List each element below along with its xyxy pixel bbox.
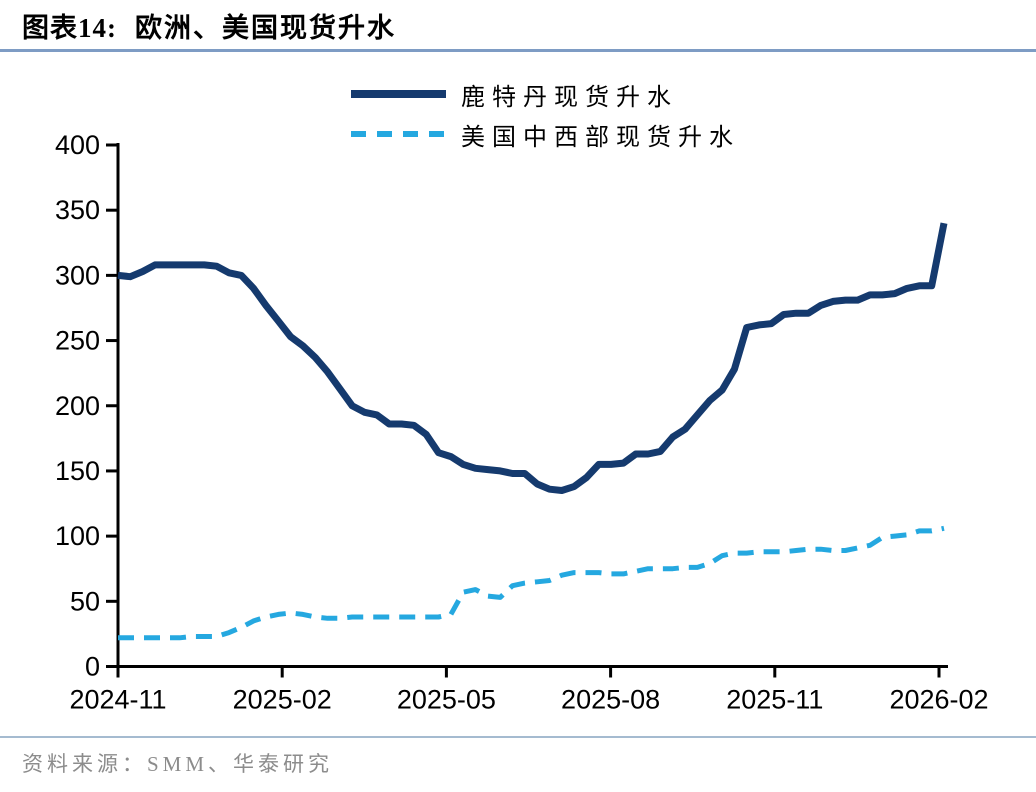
chart-title-text: 欧洲、美国现货升水 [135, 13, 396, 43]
legend-solid-line-sample [351, 90, 446, 98]
y-tick-label: 150 [55, 456, 100, 486]
y-tick-label: 200 [55, 391, 100, 421]
y-tick-label: 300 [55, 260, 100, 290]
y-tick-label: 350 [55, 195, 100, 225]
legend-item-rotterdam: 鹿特丹现货升水 [350, 74, 740, 114]
x-tick-label: 2025-05 [397, 685, 496, 715]
source-note: 资料来源：SMM、华泰研究 [22, 752, 334, 776]
y-tick-label: 250 [55, 326, 100, 356]
y-tick-label: 400 [55, 130, 100, 160]
legend-label-midwest: 美国中西部现货升水 [461, 124, 740, 151]
legend-dashed-line-sample [351, 131, 446, 137]
x-tick-label: 2026-02 [889, 685, 988, 715]
legend-item-midwest: 美国中西部现货升水 [350, 114, 740, 154]
x-tick-label: 2025-08 [561, 685, 660, 715]
source-divider [0, 736, 1036, 738]
title-underline [0, 49, 1036, 52]
legend-label-rotterdam: 鹿特丹现货升水 [461, 84, 678, 111]
chart-title-number: 图表14: [22, 13, 117, 43]
x-tick-label: 2025-11 [726, 685, 823, 715]
y-tick-label: 50 [70, 586, 100, 616]
chart-legend: 鹿特丹现货升水 美国中西部现货升水 [350, 74, 740, 154]
chart-title: 图表14: 欧洲、美国现货升水 [22, 6, 396, 45]
y-tick-label: 100 [55, 521, 100, 551]
series-line-0 [117, 222, 948, 494]
y-tick-label: 0 [85, 652, 100, 682]
x-tick-label: 2024-11 [69, 685, 166, 715]
x-tick-label: 2025-02 [233, 685, 332, 715]
series-line-1 [118, 525, 945, 641]
